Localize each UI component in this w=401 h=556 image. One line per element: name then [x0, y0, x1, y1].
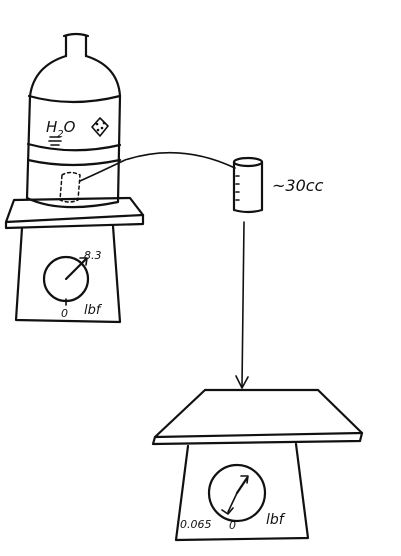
cup-transfer-line	[79, 151, 236, 182]
cup-volume-label: ~30cc	[272, 176, 324, 195]
right-scale-platform	[151, 388, 364, 446]
cup-inside-jug	[59, 171, 81, 203]
left-scale-zero: 0	[61, 307, 68, 320]
left-scale-dial	[42, 255, 90, 306]
right-scale-body	[174, 442, 310, 542]
left-scale-body	[14, 224, 122, 324]
water-formula-label: H2O	[46, 118, 76, 140]
pour-arrow	[235, 221, 249, 389]
measuring-cup	[232, 156, 264, 214]
right-scale-dial	[207, 463, 267, 523]
jug-small-scribble-icon	[48, 136, 62, 146]
right-scale-reading: 0.065	[180, 518, 212, 531]
left-scale-reading: 8.3	[84, 249, 102, 262]
right-scale-zero: 0	[229, 519, 236, 532]
right-scale-unit: lbf	[266, 512, 286, 528]
brand-logo-icon	[91, 117, 109, 137]
left-scale-unit: lbf	[84, 303, 103, 318]
water-jug	[25, 32, 122, 209]
left-scale-platform	[4, 196, 145, 230]
